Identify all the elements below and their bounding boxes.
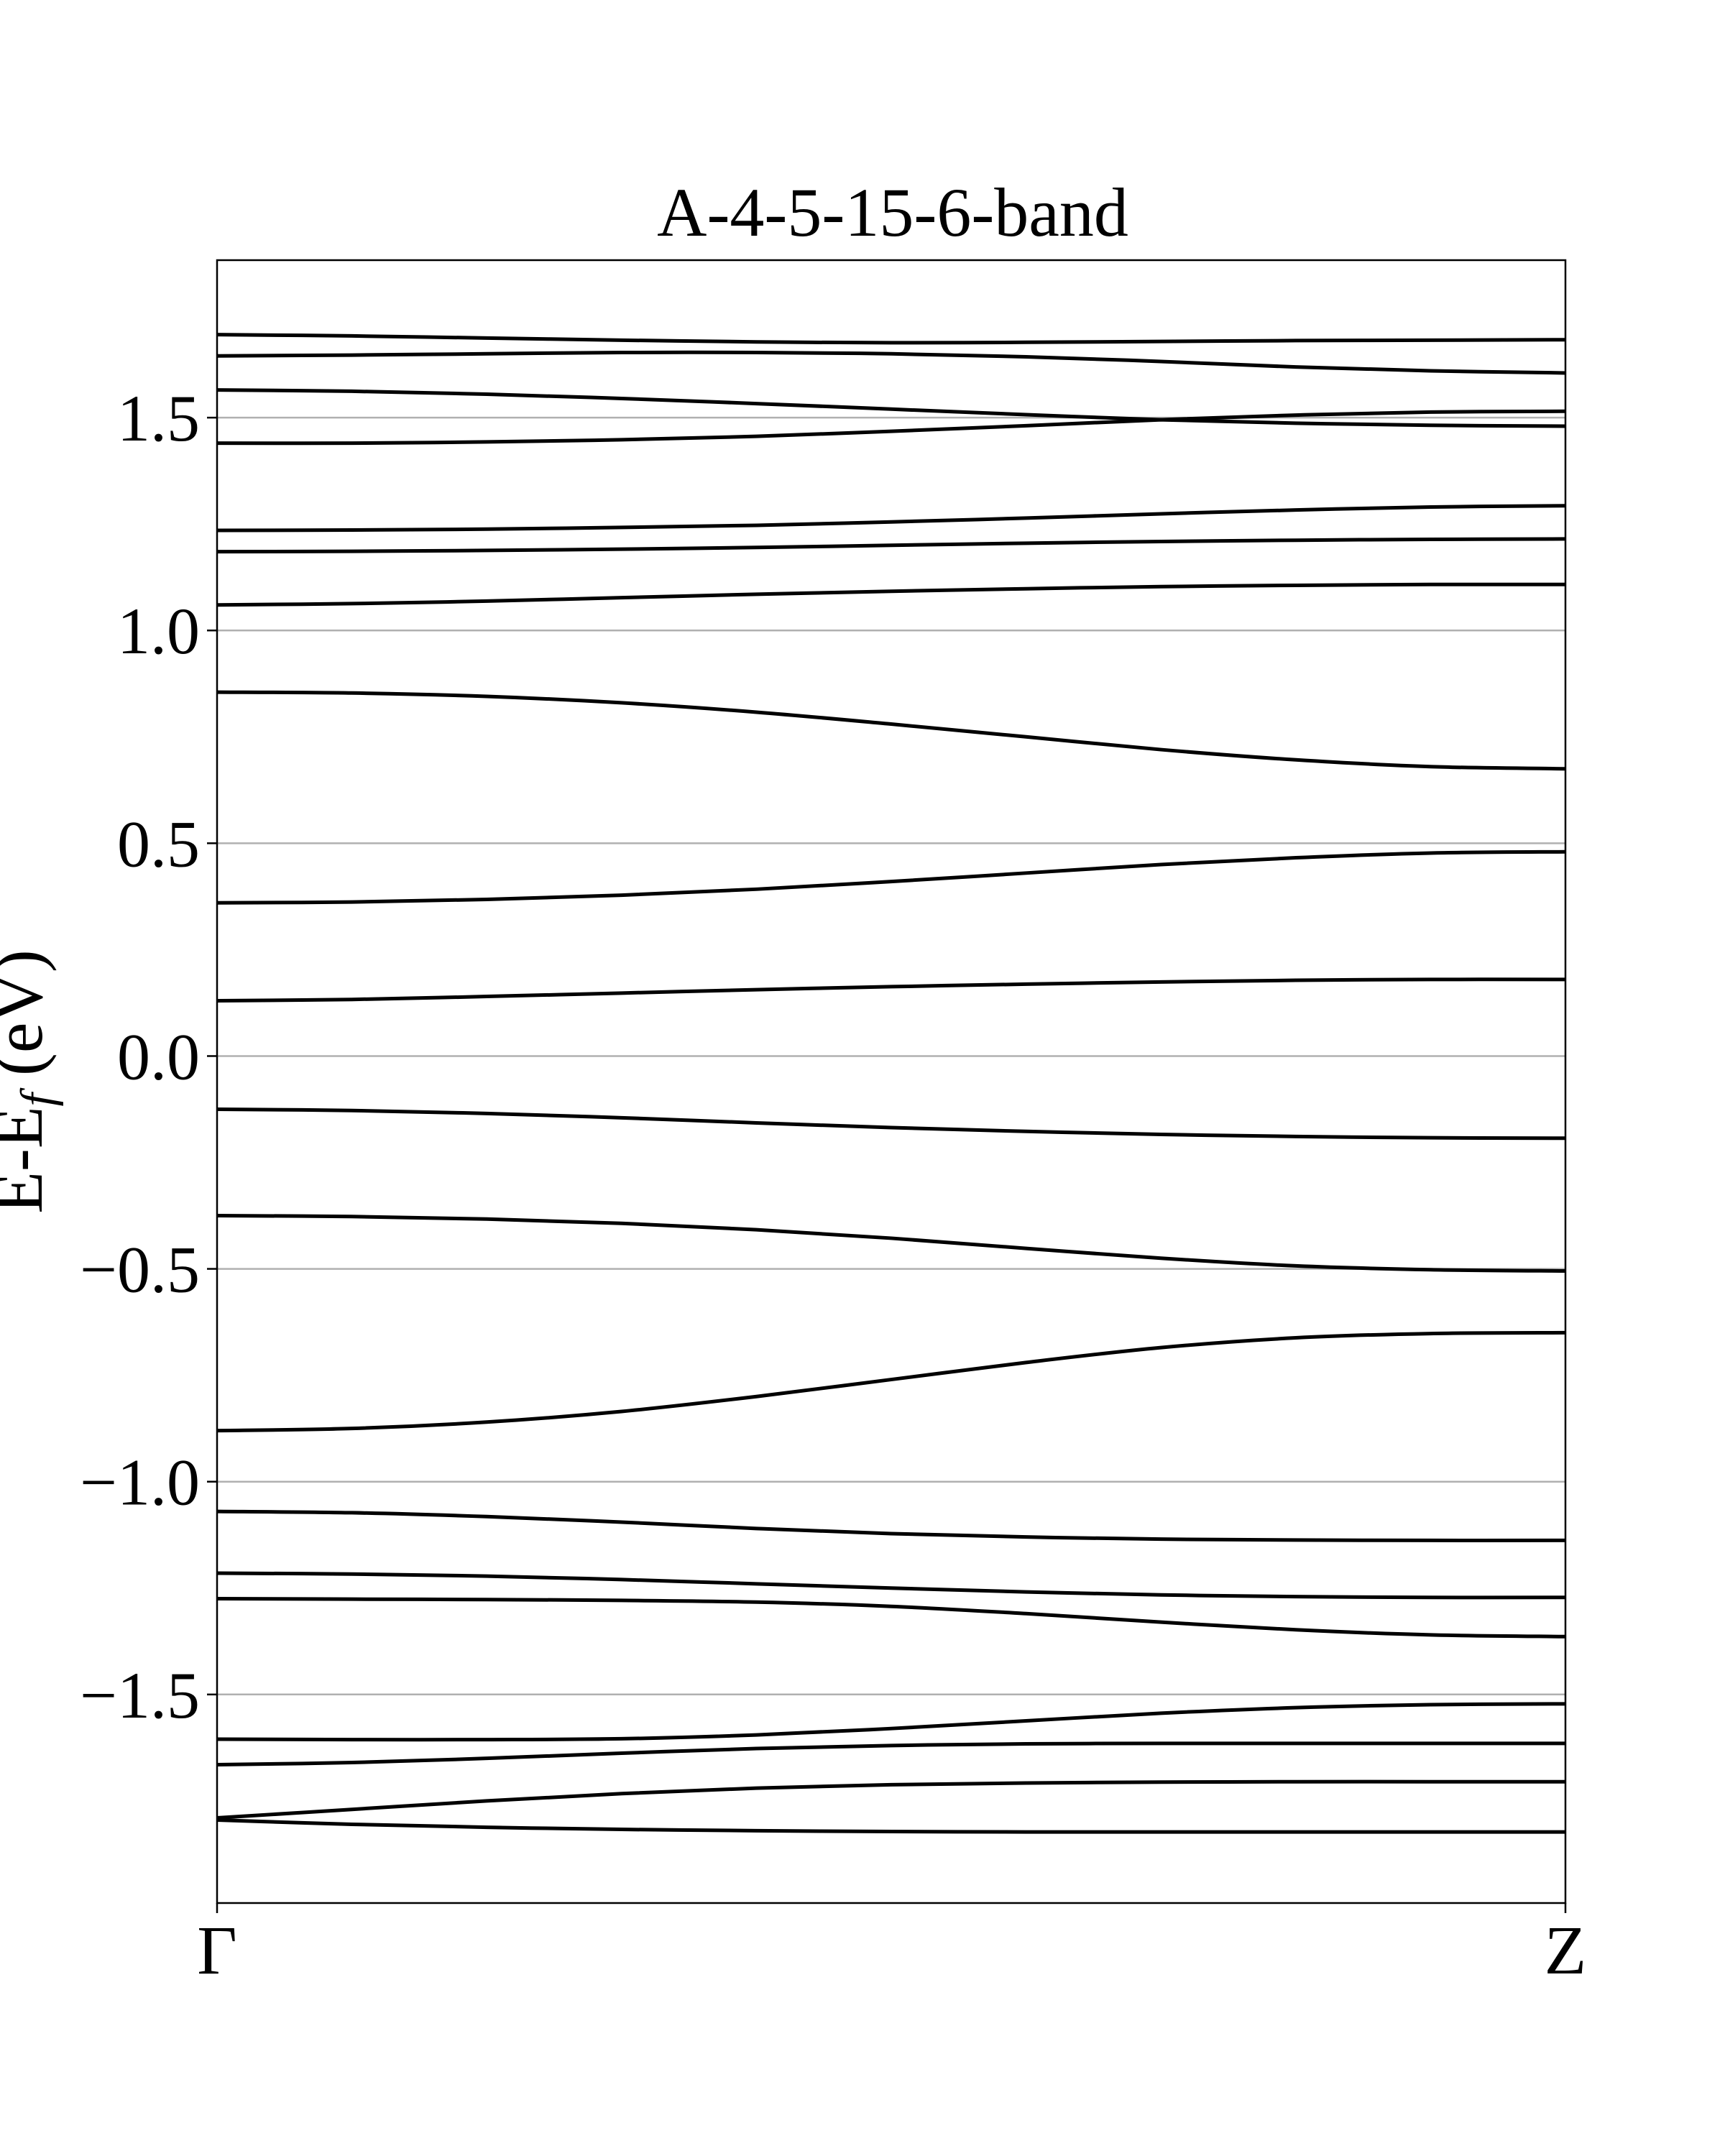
- band-line-7: [216, 582, 1566, 607]
- band-line-3: [216, 388, 1566, 428]
- band-line-10: [216, 977, 1566, 1003]
- band-line-4: [216, 409, 1566, 446]
- plot-frame: [216, 259, 1567, 1904]
- band-line-1: [216, 333, 1566, 345]
- band-line-6: [216, 537, 1566, 554]
- band-line-8: [216, 690, 1566, 771]
- y-tick-label: 1.5: [117, 382, 200, 455]
- band-line-5: [216, 504, 1566, 533]
- band-line-17: [216, 1702, 1566, 1742]
- band-line-19: [216, 1779, 1565, 1820]
- chart-title: A-4-5-15-6-band: [657, 174, 1128, 251]
- band-line-16: [216, 1597, 1566, 1639]
- y-gridlines: [217, 416, 1565, 1696]
- band-line-15: [216, 1571, 1566, 1600]
- y-tick-label: −0.5: [80, 1233, 200, 1307]
- band-line-12: [216, 1214, 1566, 1273]
- x-tick-label: Z: [1545, 1912, 1587, 1989]
- y-axis-label-unit: (eV): [0, 949, 57, 1093]
- y-axis-label-main: E-E: [0, 1106, 57, 1213]
- y-axis-label: E-Ef (eV): [0, 949, 64, 1213]
- band-line-11: [216, 1107, 1566, 1141]
- y-tick-label: 0.0: [117, 1020, 200, 1093]
- band-lines: [216, 333, 1566, 1834]
- x-tick-label: Γ: [197, 1912, 237, 1989]
- band-line-9: [216, 849, 1566, 905]
- y-tick-label: −1.5: [80, 1659, 200, 1732]
- band-line-20: [216, 1818, 1565, 1834]
- y-tick-label: 0.5: [117, 807, 200, 880]
- y-axis-ticks: −1.5 −1.0 −0.5 0.0 0.5 1.0 1.5: [80, 382, 217, 1732]
- y-tick-label: −1.0: [80, 1446, 200, 1519]
- band-line-13: [216, 1330, 1566, 1433]
- band-line-2: [216, 350, 1566, 375]
- y-tick-label: 1.0: [117, 594, 200, 668]
- band-line-18: [216, 1741, 1565, 1767]
- band-line-14: [216, 1509, 1566, 1542]
